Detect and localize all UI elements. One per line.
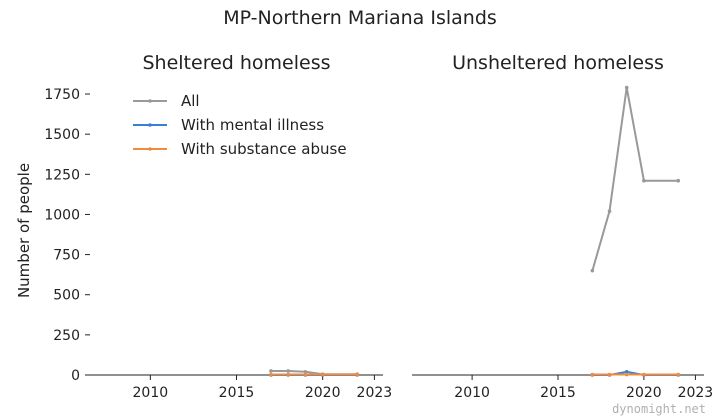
data-point-all [676, 178, 681, 183]
panel-title: Sheltered homeless [142, 52, 330, 74]
data-point-all [303, 369, 308, 374]
watermark: dynomight.net [612, 402, 706, 416]
data-point-substance [590, 372, 595, 377]
y-tick-label: 250 [53, 328, 80, 344]
legend-label: With substance abuse [181, 140, 347, 158]
data-point-all [286, 369, 291, 373]
x-tick-label: 2015 [219, 385, 255, 401]
panel-title: Unsheltered homeless [452, 52, 664, 74]
panel-2: Unsheltered homeless 2010 2015 2020 2023 [412, 52, 713, 401]
y-tick-label: 0 [71, 368, 80, 384]
data-point-all [590, 268, 595, 273]
x-tick-label: 2015 [540, 385, 576, 401]
legend-label: With mental illness [181, 116, 324, 134]
data-point-substance [269, 372, 273, 377]
legend-marker-substance [148, 147, 152, 151]
data-point-substance [676, 372, 681, 377]
x-tick-label: 2020 [626, 385, 662, 401]
data-point-substance [642, 372, 646, 377]
data-point-substance [607, 372, 612, 377]
data-point-all [607, 209, 612, 214]
panel-1: Sheltered homeless 2010 2015 2020 2023 0 250 50… [15, 52, 392, 401]
y-tick-label: 500 [53, 288, 80, 304]
data-point-substance [624, 372, 629, 377]
data-point-all [642, 178, 646, 183]
y-axis-label: Number of people [15, 163, 33, 298]
y-tick-label: 1750 [44, 87, 80, 103]
legend-label: All [181, 92, 200, 110]
legend-marker-mental [148, 123, 152, 127]
x-tick-label: 2020 [305, 385, 341, 401]
y-tick-label: 1500 [44, 127, 80, 143]
legend-marker-all [148, 99, 152, 103]
data-point-substance [303, 372, 308, 377]
y-tick-label: 1250 [44, 167, 80, 183]
x-tick-label: 2023 [678, 385, 714, 401]
chart-panels: Sheltered homeless 2010 2015 2020 2023 0 250 50… [15, 52, 713, 401]
x-tick-label: 2010 [133, 385, 169, 401]
x-tick-label: 2010 [454, 385, 490, 401]
data-point-mental [624, 369, 629, 374]
data-point-substance [355, 372, 359, 377]
chart-title: MP-Northern Mariana Islands [223, 7, 497, 29]
x-tick-label: 2023 [357, 385, 393, 401]
y-tick-label: 1000 [44, 207, 80, 223]
data-point-substance [286, 372, 291, 377]
data-point-all [269, 369, 273, 373]
y-tick-label: 750 [53, 248, 80, 264]
legend: All With mental illness With substance abu… [133, 92, 347, 158]
data-point-substance [320, 372, 325, 377]
series-line-all [591, 86, 679, 271]
data-point-all [624, 85, 629, 90]
